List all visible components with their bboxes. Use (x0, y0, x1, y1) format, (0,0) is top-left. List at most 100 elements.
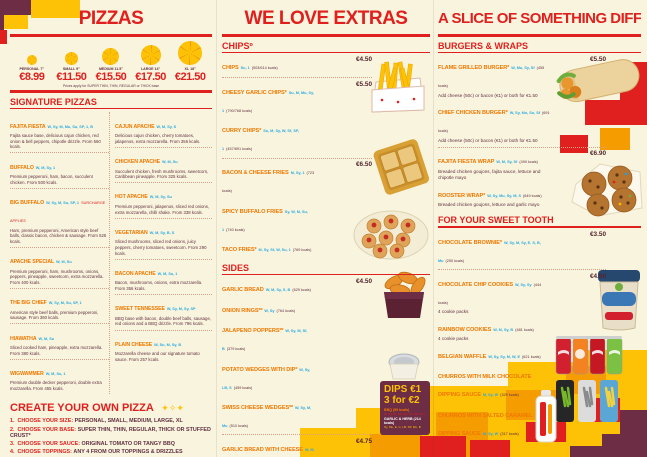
item-name: CHOCOLATE BROWNIE* (438, 239, 502, 246)
item-price: €6.50 (356, 161, 372, 169)
item-name: THE BIG CHIEF (10, 300, 47, 307)
section-title-signature-pizzas: SIGNATURE PIZZAS (10, 97, 97, 107)
menu-item: CHEESY GARLIC CHIPS* Su, M, Mu, Sy, 1 (790… (222, 81, 372, 117)
dips-bbq-codes: W, Sy, Sf, LB, Mu, Su, SP, B, C (384, 412, 426, 416)
item-note: SURCHARGE APPLIES (10, 201, 106, 224)
allergen-codes: M, Sy, W (482, 431, 499, 436)
sizes-note: Prices apply for SUPER THIN, THIN, REGUL… (62, 84, 160, 88)
section-title: BURGERS & WRAPS (438, 41, 529, 51)
allergen-codes: W, Sy, M, Mu (222, 405, 312, 428)
allergen-codes: W, M, Sy, 1 (35, 165, 56, 170)
item-kcals: (250 kcals) (445, 258, 465, 263)
dips-bbq: BBQ (59 kcals) (384, 408, 410, 412)
pizza-icon (102, 48, 120, 65)
monster-cans-photo (556, 380, 618, 422)
allergen-codes: W, M, Su (56, 260, 72, 265)
item-kcals: (329 kcals) (500, 393, 519, 398)
item-name: FAJITA FIESTA WRAP (438, 159, 495, 166)
item-description: Sliced mushrooms, sliced red onions, jui… (115, 239, 207, 256)
fold-line (433, 0, 434, 457)
step-label: CHOOSE YOUR SAUCE: (17, 440, 81, 447)
step-number: 3. (10, 440, 15, 447)
item-name: HIAWATHA (10, 335, 37, 342)
menu-item: SWEET TENNESSEE W, Sy, M, Sy, SP BBQ base… (115, 297, 212, 331)
allergen-codes: W, Sy (264, 308, 275, 313)
item-name: CHOCOLATE CHIP COOKIES (438, 281, 513, 288)
item-description: Bacon, mushrooms, onions, extra mozzarel… (115, 280, 203, 291)
allergen-codes: Sy, W, M, Su, 1 (222, 209, 308, 232)
item-name: CHEESY GARLIC CHIPS* (222, 89, 287, 96)
item-name: SWISS CHEESE WEDGESºº (222, 404, 293, 411)
fold-line (216, 0, 217, 457)
size-price: €8.99 (19, 71, 45, 83)
item-name: JALAPENO POPPERSºº (222, 328, 284, 335)
garlic-bread-photo (373, 139, 429, 195)
item-description: Mozzarella cheese and our signature toma… (115, 351, 200, 362)
menu-item: BACON & CHEESE FRIES M, Sy, 1 (723 kcals) €… (222, 161, 372, 197)
allergen-codes: W, Sy, M, Sy, SP (166, 307, 196, 312)
size-label: SMALL 9" (62, 67, 80, 71)
menu-item: TACO FRIES* M, Sy, Sf, W, Su, 1 (769 kcals… (222, 238, 372, 256)
divider (438, 34, 641, 37)
menu-item: BIG BUFFALO W, Sy, M, Su, SP, 1 SURCHARGE … (10, 191, 109, 248)
menu-item: BELGIAN WAFFLE W, Sy, Sy, M, W, E (621 kca… (438, 345, 606, 363)
item-name: CURRY CHIPS* (222, 127, 262, 134)
allergen-codes: W, Su, M, Sy, B (154, 342, 182, 347)
menu-item: CHURROS WITH SALTED CARAMEL DIPPING SAUC… (438, 404, 606, 440)
item-name: CHIPS (222, 65, 239, 72)
item-name: ROOSTER WRAP* (438, 192, 486, 199)
allergen-codes: W, Sy, M, Sf, B (222, 329, 308, 352)
item-description: BBQ base with bacon, double beef balls, … (115, 315, 212, 327)
allergen-codes: W, Sy, M, Su, SP, 1 (48, 301, 82, 306)
item-name: GARLIC BREAD WITH CHEESE (222, 447, 303, 453)
divider (222, 273, 430, 276)
signature-col-2: CAJUN APACHE W, M, Sy, S Delicious cajun … (109, 112, 212, 394)
item-kcals: (457/891 kcals) (226, 146, 253, 151)
section-burgers-wraps: BURGERS & WRAPS FLAME GRILLED BURGER* W, … (438, 41, 641, 208)
sparkle-icon: ✦✧✦ (161, 402, 184, 413)
item-price: €4.75 (356, 438, 372, 446)
item-description: Premium pepperoni, ham, bacon, succulent… (10, 174, 93, 185)
menu-item: SPICY BUFFALO FRIES Sy, W, M, Su, 1 (740 k… (222, 200, 372, 236)
item-name: BACON & CHEESE FRIES (222, 170, 289, 177)
different-panel: A SLICE OF SOMETHING DIFFERENT BURGERS &… (438, 6, 641, 453)
menu-item: HIAWATHA W, M, Su Sliced cooked ham, pine… (10, 327, 109, 360)
fries-box-photo (371, 61, 425, 113)
item-price: €5.50 (590, 56, 606, 64)
size-label: MEDIUM 11.5" (98, 67, 124, 71)
allergen-codes: M, Sy, W (482, 393, 499, 398)
panel-title-pizzas: PIZZAS (78, 8, 144, 29)
burgers-list: FLAME GRILLED BURGER* W, Mu, Sy, Sf (455 k… (438, 56, 606, 208)
item-description: Add cheese (50c) or bacon (€1) or both f… (438, 92, 538, 98)
water-bottle-photo (535, 390, 557, 443)
create-step: 4. CHOOSE TOPPINGS: ANY 4 FROM OUR TOPPIN… (10, 449, 212, 453)
allergen-codes: W, Sy, Mu, Su, Sf (509, 111, 541, 116)
item-price: €3.50 (590, 230, 606, 238)
allergen-codes: W, Sy, Sy (514, 282, 532, 287)
item-description: 4 cookie packs (438, 336, 469, 342)
section-sweet-tooth: FOR YOUR SWEET TOOTH CHOCOLATE BROWNIE* W… (438, 215, 641, 440)
item-kcals: (481 kcals) (515, 327, 534, 332)
item-description: Delicious cajun chicken, cherry tomatoes… (115, 133, 201, 144)
allergen-codes: W, M, Sy, S (156, 124, 177, 129)
section-ben-jerrys: BEN & JERRY'S* VANILLAM, E, 1(100ml) (24… (438, 447, 641, 453)
menu-item: CHICKEN APACHE W, M, Su Succulent chicken… (115, 150, 212, 184)
item-kcals: (649 kcals) (523, 193, 542, 198)
allergen-codes: W, M, Sy, Su (149, 195, 172, 200)
item-name: VEGETARIAN (115, 229, 148, 236)
allergen-codes: Su, M, Mu, Sy, 1 (222, 90, 314, 113)
allergen-codes: Su, M, Sy, W, Sf, SP, 1 (222, 128, 299, 151)
item-name: CHIEF CHICKEN BURGER* (438, 110, 508, 117)
menu-item: CHIEF CHICKEN BURGER* W, Sy, Mu, Su, Sf (6… (438, 101, 606, 148)
item-price: €4.50 (590, 272, 606, 280)
menu-item: FAJITA FIESTA W, Sy, M, Mu, Su, SP, 1, B … (10, 115, 109, 154)
item-price: €4.50 (356, 56, 372, 64)
item-name: CAJUN APACHE (115, 123, 155, 130)
item-kcals: (503/614 kcals) (251, 66, 278, 71)
item-kcals: (455 kcals) (438, 66, 545, 89)
item-name: SPICY BUFFALO FRIES (222, 208, 283, 215)
chips-list: CHIPS Su, 1 (503/614 kcals) €4.50 CHEESY GA… (222, 56, 372, 256)
menu-item: BACON APACHE W, M, Su, 1 Bacon, mushrooms… (115, 262, 212, 296)
allergen-codes: W, Sy, M, Su, SP, 1 (46, 201, 80, 206)
